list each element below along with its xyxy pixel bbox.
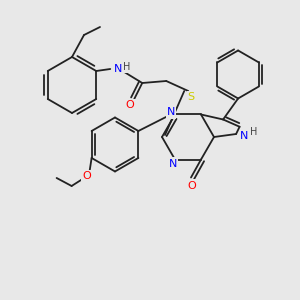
Text: S: S (188, 92, 195, 102)
Text: N: N (114, 64, 122, 74)
Text: N: N (169, 158, 177, 169)
Text: N: N (167, 107, 175, 118)
Text: O: O (82, 171, 91, 181)
Text: O: O (126, 100, 135, 110)
Text: N: N (240, 131, 248, 141)
Text: H: H (123, 62, 130, 72)
Text: H: H (250, 127, 258, 137)
Text: O: O (188, 181, 196, 190)
